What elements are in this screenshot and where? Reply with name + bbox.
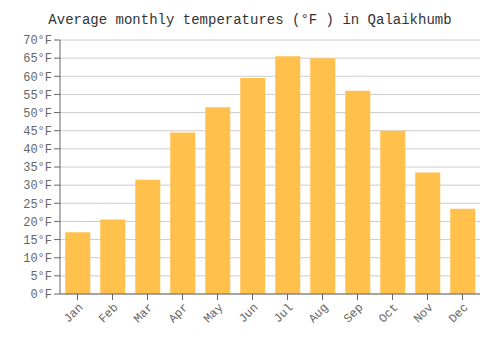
- svg-text:40°F: 40°F: [23, 143, 52, 157]
- svg-text:Aug: Aug: [306, 301, 331, 326]
- svg-text:Sep: Sep: [341, 301, 366, 326]
- svg-text:55°F: 55°F: [23, 89, 52, 103]
- svg-text:15°F: 15°F: [23, 234, 52, 248]
- svg-text:0°F: 0°F: [30, 288, 52, 302]
- svg-text:Oct: Oct: [376, 301, 401, 326]
- svg-text:Jan: Jan: [61, 301, 86, 326]
- svg-text:35°F: 35°F: [23, 161, 52, 175]
- svg-text:10°F: 10°F: [23, 252, 52, 266]
- svg-text:Jul: Jul: [271, 301, 296, 326]
- svg-text:Dec: Dec: [446, 301, 471, 326]
- html-text:Average monthly temperatures (: Average monthly temperatures (°F ) in Qa…: [48, 12, 452, 28]
- svg-text:Nov: Nov: [411, 301, 436, 326]
- svg-text:60°F: 60°F: [23, 71, 52, 85]
- svg-text:May: May: [201, 301, 226, 326]
- svg-text:25°F: 25°F: [23, 198, 52, 212]
- svg-text:50°F: 50°F: [23, 107, 52, 121]
- svg-text:Feb: Feb: [96, 301, 121, 326]
- svg-text:30°F: 30°F: [23, 179, 52, 193]
- svg-text:Jun: Jun: [236, 301, 261, 326]
- svg-text:65°F: 65°F: [23, 52, 52, 66]
- svg-text:70°F: 70°F: [23, 34, 52, 48]
- svg-text:Mar: Mar: [131, 301, 156, 326]
- svg-text:Apr: Apr: [166, 301, 191, 326]
- svg-text:45°F: 45°F: [23, 125, 52, 139]
- svg-text:5°F: 5°F: [30, 270, 52, 284]
- svg-text:20°F: 20°F: [23, 216, 52, 230]
